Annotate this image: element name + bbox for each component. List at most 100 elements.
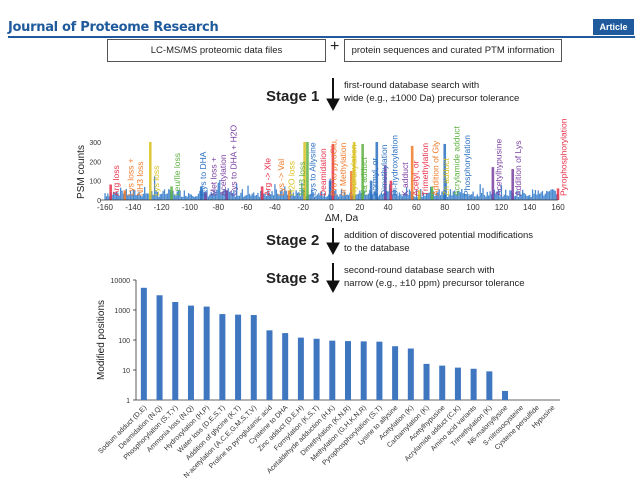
spectrum-noise-bar (192, 195, 194, 200)
spectrum-noise-bar (250, 195, 252, 200)
spectrum-peak (331, 143, 335, 200)
spectrum-noise-bar (458, 191, 460, 200)
peak-label-group: Hydroxylation (348, 144, 358, 196)
x-tick-label: -160 (97, 203, 114, 212)
spectrum-noise-bar (485, 196, 487, 200)
spectrum-noise-bar (377, 196, 379, 200)
spectrum-peak (556, 188, 560, 200)
stage3-line1: second-round database search with (344, 265, 495, 276)
header-rule (8, 36, 635, 38)
spectrum-noise-bar (448, 194, 450, 200)
peak-label: Acetylation (218, 154, 228, 196)
spectrum-noise-bar (152, 194, 154, 200)
spectrum-noise-bar (396, 193, 398, 200)
spectrum-noise-bar (203, 191, 205, 200)
spectrum-noise-bar (454, 190, 456, 200)
spectrum-noise-bar (499, 196, 501, 200)
peak-label-group: Addition of Gly (430, 140, 440, 196)
spectrum-peak (430, 186, 434, 200)
x-tick-label: 140 (523, 203, 537, 212)
spectrum-noise-bar (158, 196, 160, 200)
spectrum-noise-bar (520, 194, 522, 200)
spectrum-noise-bar (480, 192, 483, 200)
spectrum-noise-bar (363, 191, 365, 200)
peak-label: Phosphorylation (462, 135, 472, 196)
spectrum-noise-bar (537, 190, 539, 200)
spectrum-noise-bar (496, 191, 498, 200)
spectrum-noise-bar (161, 193, 163, 200)
peak-label: NH3 loss (297, 162, 307, 196)
y-tick-label: 10000 (111, 278, 131, 285)
spectrum-noise-bar (301, 182, 303, 200)
spectrum-noise-bar (486, 191, 488, 200)
spectrum-noise-bar (281, 189, 283, 200)
spectrum-noise-bar (452, 191, 454, 200)
peak-label: Zn adduct (441, 158, 451, 196)
spectrum-noise-bar (112, 191, 115, 200)
peak-label: Arg loss (111, 165, 121, 196)
spectrum-noise-bar (459, 192, 462, 200)
bar (140, 287, 147, 400)
peak-label-group: Addition of Lys (513, 141, 523, 196)
arrows (326, 78, 340, 294)
spectrum-noise-bar (510, 190, 512, 200)
spectrum-noise-bar (207, 196, 210, 200)
bar (282, 333, 289, 400)
spectrum-noise-bar (437, 192, 439, 200)
peak-label-group: Lys loss (151, 166, 161, 196)
spectrum-noise-bar (254, 195, 256, 200)
x-tick-label: 0 (329, 203, 334, 212)
spectrum-noise-bar (366, 194, 368, 200)
y-tick-label: 100 (118, 338, 130, 345)
spectrum-noise-bar (356, 194, 358, 200)
spectrum-peak (260, 186, 264, 200)
spectrum-noise-bar (224, 189, 227, 200)
spectrum-noise-bar (534, 190, 537, 200)
spectrum-noise-bar (398, 192, 401, 200)
spectrum-noise-bar (105, 196, 108, 200)
spectrum-noise-bar (234, 196, 236, 200)
spectrum-noise-bar (282, 194, 285, 200)
spectrum-noise-bar (175, 195, 177, 200)
peak-label-group: Arg -> Xle (263, 158, 273, 196)
spectrum-noise-bar (230, 190, 232, 200)
spectrum-noise-bar (279, 191, 282, 200)
spectrum-noise-bar (326, 196, 328, 200)
spectrum-noise-bar (132, 189, 135, 200)
peak-label: Acetyl, or (410, 160, 420, 196)
spectrum-noise-bar (214, 193, 217, 200)
bar (187, 305, 194, 400)
spectrum-noise-bar (305, 196, 307, 200)
spectrum-peak (350, 171, 353, 200)
peak-label: K adduct (400, 162, 410, 196)
spectrum-noise-bar (343, 191, 345, 200)
peak-label: Pyrophosphorylation (559, 118, 569, 196)
spectrum-noise-bar (529, 194, 531, 200)
x-tick-label: -140 (125, 203, 142, 212)
spectrum-noise-bar (260, 191, 262, 200)
spectrum-noise-bar (289, 189, 292, 200)
spectrum-noise-bar (187, 193, 190, 200)
spectrum-noise-bar (128, 194, 130, 200)
spectrum-noise-bar (476, 194, 479, 200)
spectrum-noise-bar (388, 184, 391, 200)
bar (376, 341, 383, 400)
spectrum-noise-bar (238, 195, 241, 200)
spectrum-noise-bar (393, 189, 395, 200)
spectrum-noise-bar (483, 195, 486, 200)
peak-label: Lys loss (151, 166, 161, 196)
spectrum-noise-bar (122, 193, 125, 200)
spectrum-noise-bar (168, 189, 170, 200)
spectrum-noise-bar (536, 194, 538, 200)
spectrum-noise-bar (488, 195, 490, 200)
spectrum-noise-bar (429, 186, 432, 200)
spectrum-noise-bar (291, 194, 293, 200)
peak-label-group: Formyl, or Dimethylation (369, 144, 389, 196)
spectrum-noise-bar (387, 191, 389, 200)
spectrum-noise-bar (369, 190, 371, 200)
spectrum-noise-bar (236, 183, 238, 200)
spectrum-noise-bar (527, 195, 529, 200)
spectrum-noise-bar (162, 191, 164, 200)
peak-label-group: Na adduct (359, 157, 369, 196)
peak-label-group: Phosphorylation (462, 135, 472, 196)
